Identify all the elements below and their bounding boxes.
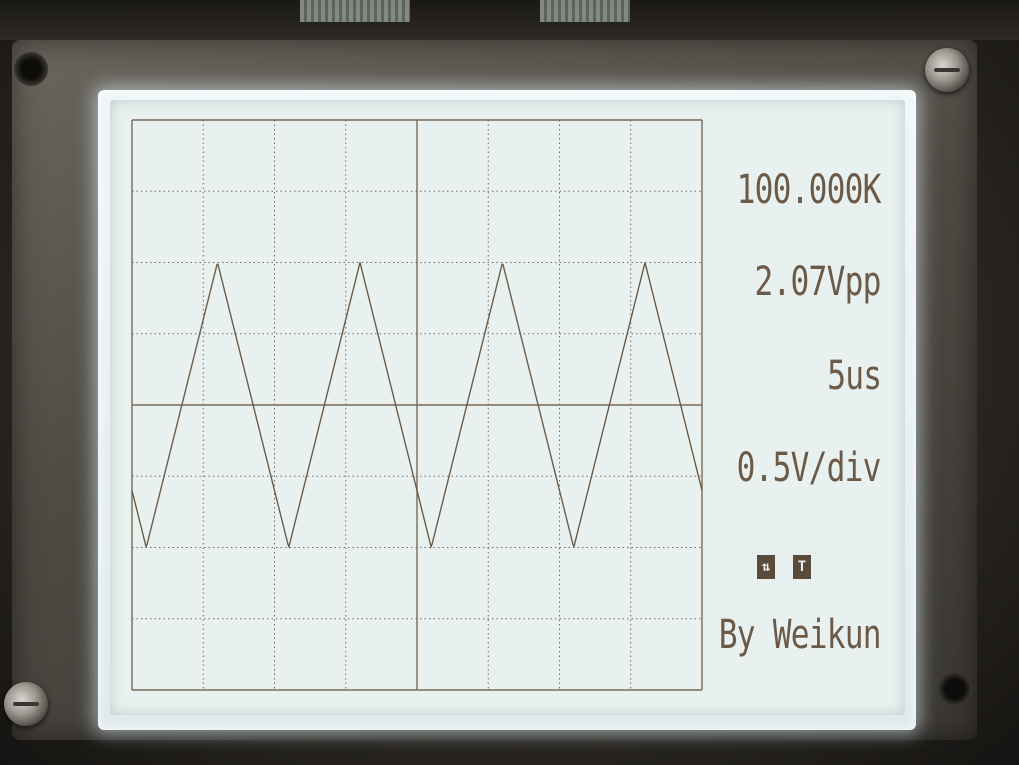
frequency-readout: 100.000K xyxy=(736,167,882,213)
screw-icon xyxy=(4,682,48,726)
background-top xyxy=(0,0,1019,40)
mounting-hole xyxy=(14,52,48,86)
waveform-trace xyxy=(131,262,703,549)
screw-icon xyxy=(925,48,969,92)
timebase-readout: 5us xyxy=(826,353,882,399)
amplitude-readout: 2.07Vpp xyxy=(754,259,882,305)
credit-text: By Weikun xyxy=(718,612,882,658)
trigger-edge-icon: ⇅ xyxy=(757,555,775,579)
lcd-screen: 100.000K 2.07Vpp 5us 0.5V/div ⇅ T By Wei… xyxy=(110,100,905,715)
ribbon-cable xyxy=(540,0,630,22)
scope-plot xyxy=(131,119,703,691)
graticule xyxy=(131,119,703,691)
trigger-mode-icon: T xyxy=(793,555,811,579)
mounting-hole xyxy=(938,672,972,706)
ribbon-cable xyxy=(300,0,410,22)
status-icons: ⇅ T xyxy=(757,555,811,579)
volts-per-div-readout: 0.5V/div xyxy=(736,445,882,491)
